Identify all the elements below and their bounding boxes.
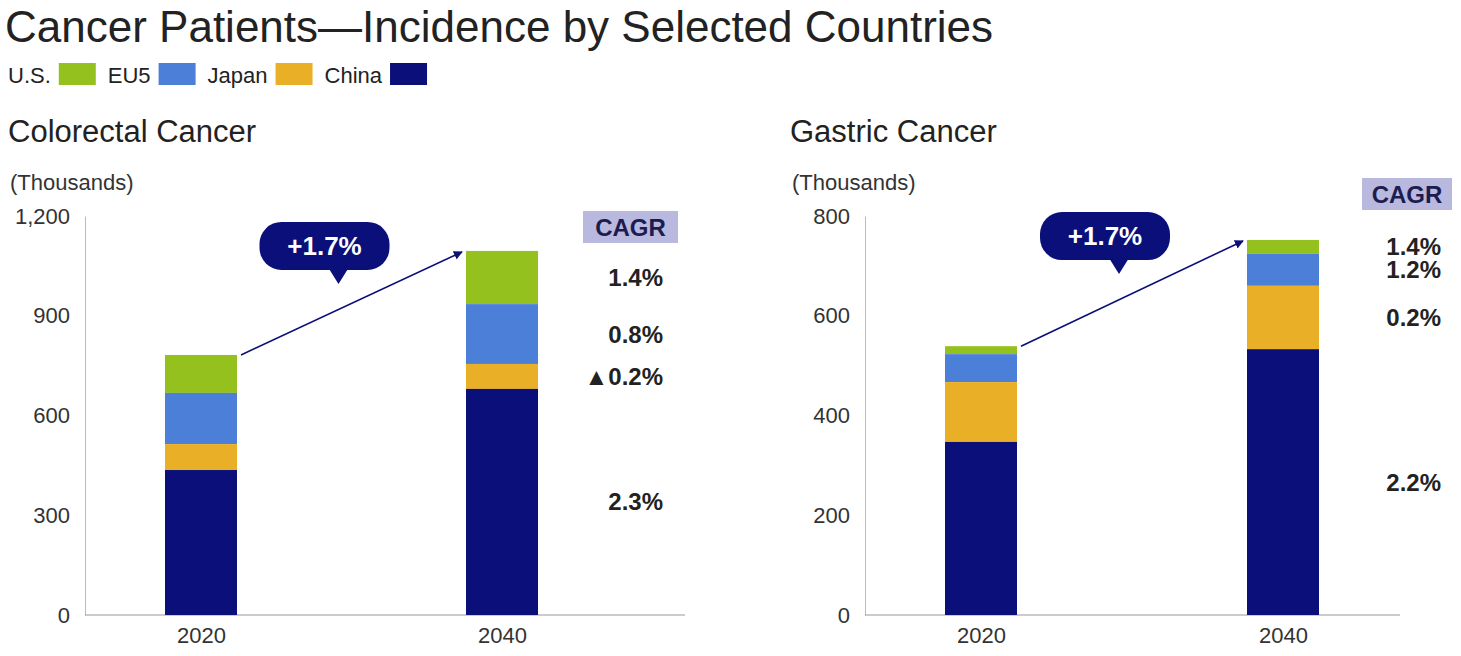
growth-bubble-box — [1040, 212, 1170, 260]
bar-segment — [165, 444, 237, 470]
y-tick-label: 400 — [813, 403, 850, 428]
growth-bubble: +1.7% — [260, 222, 390, 284]
bar-segment — [1247, 286, 1319, 349]
y-axis-line — [85, 217, 86, 616]
cagr-label: 1.4% — [608, 264, 663, 291]
bar-segment — [165, 470, 237, 615]
cagr-header-box — [1362, 178, 1452, 210]
x-axis: 2020 2040 — [177, 623, 527, 648]
legend-label: U.S. — [8, 63, 51, 88]
bar-segment — [165, 355, 237, 393]
cagr-header: CAGR — [595, 214, 666, 241]
y-tick: 300 — [33, 503, 85, 528]
page-title: Cancer Patients—Incidence by Selected Co… — [5, 2, 993, 51]
bar-segment — [945, 354, 1017, 382]
y-tick-label: 300 — [33, 503, 70, 528]
y-tick: 900 — [33, 303, 85, 328]
y-tick-label: 800 — [813, 204, 850, 229]
x-tick-label: 2040 — [478, 623, 527, 648]
legend-swatch — [59, 63, 96, 85]
bar-segment — [1247, 240, 1319, 254]
bars — [945, 240, 1319, 615]
y-tick-label: 900 — [33, 303, 70, 328]
y-tick-label: 0 — [838, 603, 850, 628]
y-tick: 0 — [838, 603, 865, 628]
x-axis: 2020 2040 — [957, 623, 1308, 648]
y-axis-title: (Thousands) — [792, 170, 916, 195]
bar-segment — [945, 346, 1017, 354]
x-tick: 2020 — [177, 623, 226, 648]
bar-segment — [1247, 254, 1319, 286]
cagr-label: 2.2% — [1386, 469, 1441, 496]
bar-segment — [1247, 349, 1319, 615]
cagr-header-box — [583, 211, 678, 243]
x-tick-label: 2020 — [957, 623, 1006, 648]
bars — [165, 251, 538, 615]
bar-segment — [466, 251, 538, 304]
x-tick: 2020 — [957, 623, 1006, 648]
legend-label: EU5 — [108, 63, 151, 88]
bar-segment — [945, 382, 1017, 442]
growth-bubble-tail — [329, 268, 349, 284]
bar-segment — [165, 393, 237, 444]
legend-label: Japan — [208, 63, 268, 88]
legend-swatch — [390, 63, 427, 85]
cagr-label: 2.3% — [608, 488, 663, 515]
cagr-label: ▲0.2% — [585, 363, 663, 390]
bar-segment — [466, 364, 538, 389]
y-tick: 200 — [813, 503, 865, 528]
y-tick: 600 — [33, 403, 85, 428]
x-tick-label: 2040 — [1259, 623, 1308, 648]
y-tick-label: 200 — [813, 503, 850, 528]
y-tick: 600 — [813, 303, 865, 328]
y-tick: 0 — [58, 603, 85, 628]
bar-segment — [466, 389, 538, 615]
y-tick: 400 — [813, 403, 865, 428]
y-tick: 800 — [813, 204, 865, 229]
growth-label: +1.7% — [287, 231, 361, 261]
cagr-label: 0.8% — [608, 321, 663, 348]
y-axis-line — [865, 217, 866, 616]
growth-bubble-box — [260, 222, 390, 270]
legend-label: China — [325, 63, 383, 88]
x-tick-label: 2020 — [177, 623, 226, 648]
chart-title: Colorectal Cancer — [8, 114, 256, 149]
y-tick: 1,200 — [15, 204, 85, 229]
y-axis: 0 300 600 900 1,200 — [15, 204, 86, 628]
growth-bubble: +1.7% — [1040, 212, 1170, 274]
y-axis-title: (Thousands) — [10, 170, 134, 195]
legend-swatch — [276, 63, 313, 85]
chart-title: Gastric Cancer — [790, 114, 997, 149]
chart-canvas: Cancer Patients—Incidence by Selected Co… — [0, 0, 1461, 656]
growth-bubble-tail — [1109, 258, 1129, 274]
y-axis: 0 200 400 600 800 — [813, 204, 865, 628]
bar-segment — [466, 304, 538, 364]
y-tick-label: 0 — [58, 603, 70, 628]
bar-segment — [945, 442, 1017, 615]
growth-label: +1.7% — [1068, 221, 1142, 251]
x-tick: 2040 — [1259, 623, 1308, 648]
y-tick-label: 600 — [33, 403, 70, 428]
legend-swatch — [159, 63, 196, 85]
y-tick-label: 1,200 — [15, 204, 70, 229]
y-tick-label: 600 — [813, 303, 850, 328]
legend: U.S. EU5 Japan China — [8, 63, 427, 88]
cagr-label: 1.2% — [1386, 256, 1441, 283]
cagr-header: CAGR — [1372, 181, 1443, 208]
cagr-label: 0.2% — [1386, 304, 1441, 331]
x-tick: 2040 — [478, 623, 527, 648]
